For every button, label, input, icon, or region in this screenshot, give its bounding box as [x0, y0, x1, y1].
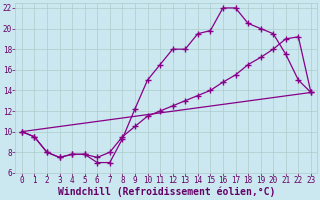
X-axis label: Windchill (Refroidissement éolien,°C): Windchill (Refroidissement éolien,°C): [58, 187, 275, 197]
